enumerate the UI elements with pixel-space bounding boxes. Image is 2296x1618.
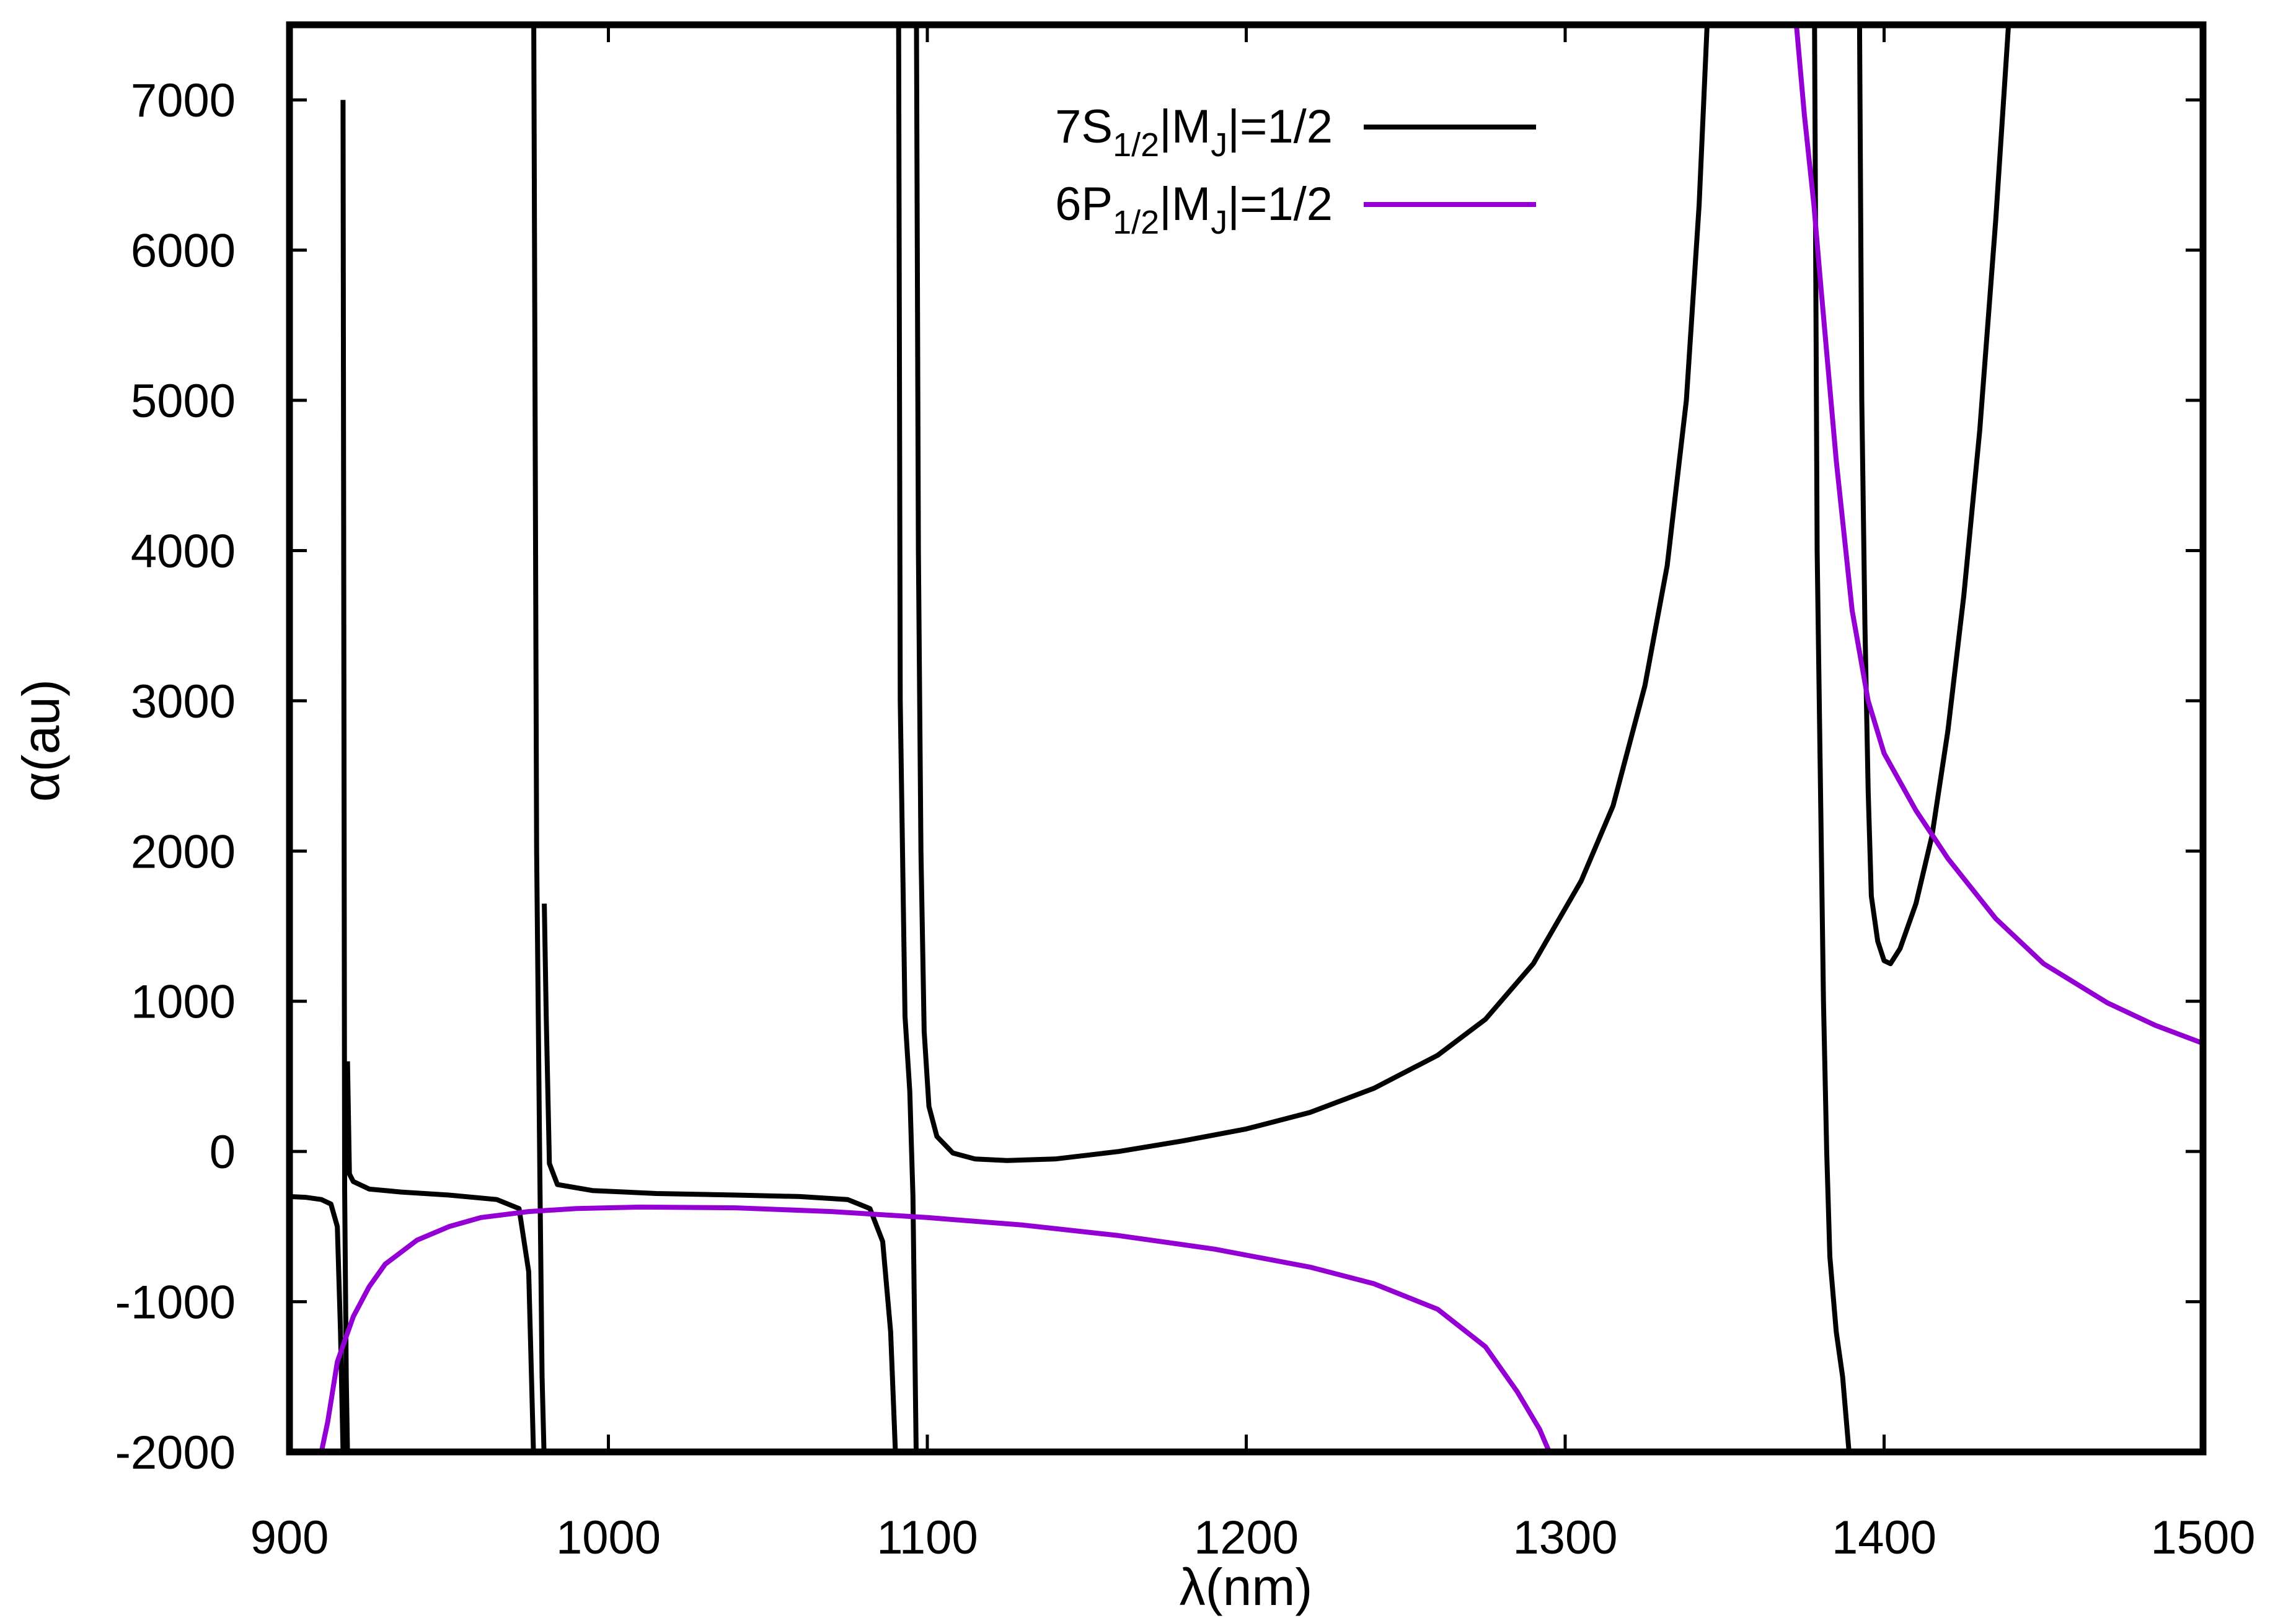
legend-part-sub1: 1/2 (1113, 126, 1159, 164)
legend-part-sub2: J (1211, 204, 1227, 241)
legend-part-mid: |M (1159, 178, 1211, 231)
x-tick-label: 1400 (1832, 1511, 1936, 1564)
legend-part-suffix: |=1/2 (1227, 178, 1333, 231)
series-line-6p (1794, 25, 2203, 1046)
series-line-7s (340, 100, 350, 1452)
y-tick-label: 1000 (131, 976, 236, 1029)
x-tick-label: 1200 (1194, 1511, 1299, 1564)
y-tick-label: -2000 (115, 1427, 236, 1479)
x-tick-label: 1100 (876, 1511, 978, 1564)
x-tick-label: 900 (250, 1511, 329, 1564)
legend-part-sub1: 1/2 (1113, 204, 1159, 241)
series-line-7s (531, 25, 547, 1452)
y-tick-label: 2000 (131, 825, 236, 878)
plot-frame (286, 21, 2207, 1456)
x-tick-label: 1500 (2150, 1511, 2255, 1564)
legend-part-prefix: 7S (1055, 100, 1113, 153)
y-tick-label: 4000 (131, 525, 236, 578)
y-axis-title: α(au) (12, 679, 70, 802)
y-tick-label: 3000 (131, 675, 236, 728)
series-line-7s (1857, 25, 2011, 967)
y-tick-label: -1000 (115, 1277, 236, 1329)
legend-part-prefix: 6P (1055, 178, 1113, 231)
series-line-6p (319, 1204, 1552, 1452)
series-line-7s (896, 25, 919, 1452)
tick-labels: 900 1000 1100 1200 1300 1400 1500 -2000 -1000 0 10… (115, 74, 2256, 1564)
legend-part-suffix: |=1/2 (1227, 100, 1333, 153)
x-tick-label: 1000 (556, 1511, 661, 1564)
x-tick-label: 1300 (1512, 1511, 1617, 1564)
series-lines (289, 25, 2203, 1452)
legend-label-7s: 7S1/2|MJ|=1/2 (1055, 100, 1333, 164)
legend-label-6p: 6P1/2|MJ|=1/2 (1055, 178, 1333, 241)
series-line-7s (345, 1061, 536, 1452)
axis-ticks (288, 25, 2205, 1454)
series-line-7s (914, 25, 1710, 1163)
legend-part-mid: |M (1159, 100, 1211, 153)
x-axis-title: λ(nm) (1180, 1558, 1313, 1616)
series-line-7s (1812, 25, 1852, 1452)
y-tick-label: 6000 (131, 225, 236, 278)
series-line-7s (289, 1194, 346, 1452)
y-tick-label: 0 (210, 1126, 236, 1179)
y-tick-label: 5000 (131, 375, 236, 428)
series-line-7s (542, 904, 898, 1452)
y-tick-label: 7000 (131, 74, 236, 127)
legend-part-sub2: J (1211, 126, 1227, 164)
